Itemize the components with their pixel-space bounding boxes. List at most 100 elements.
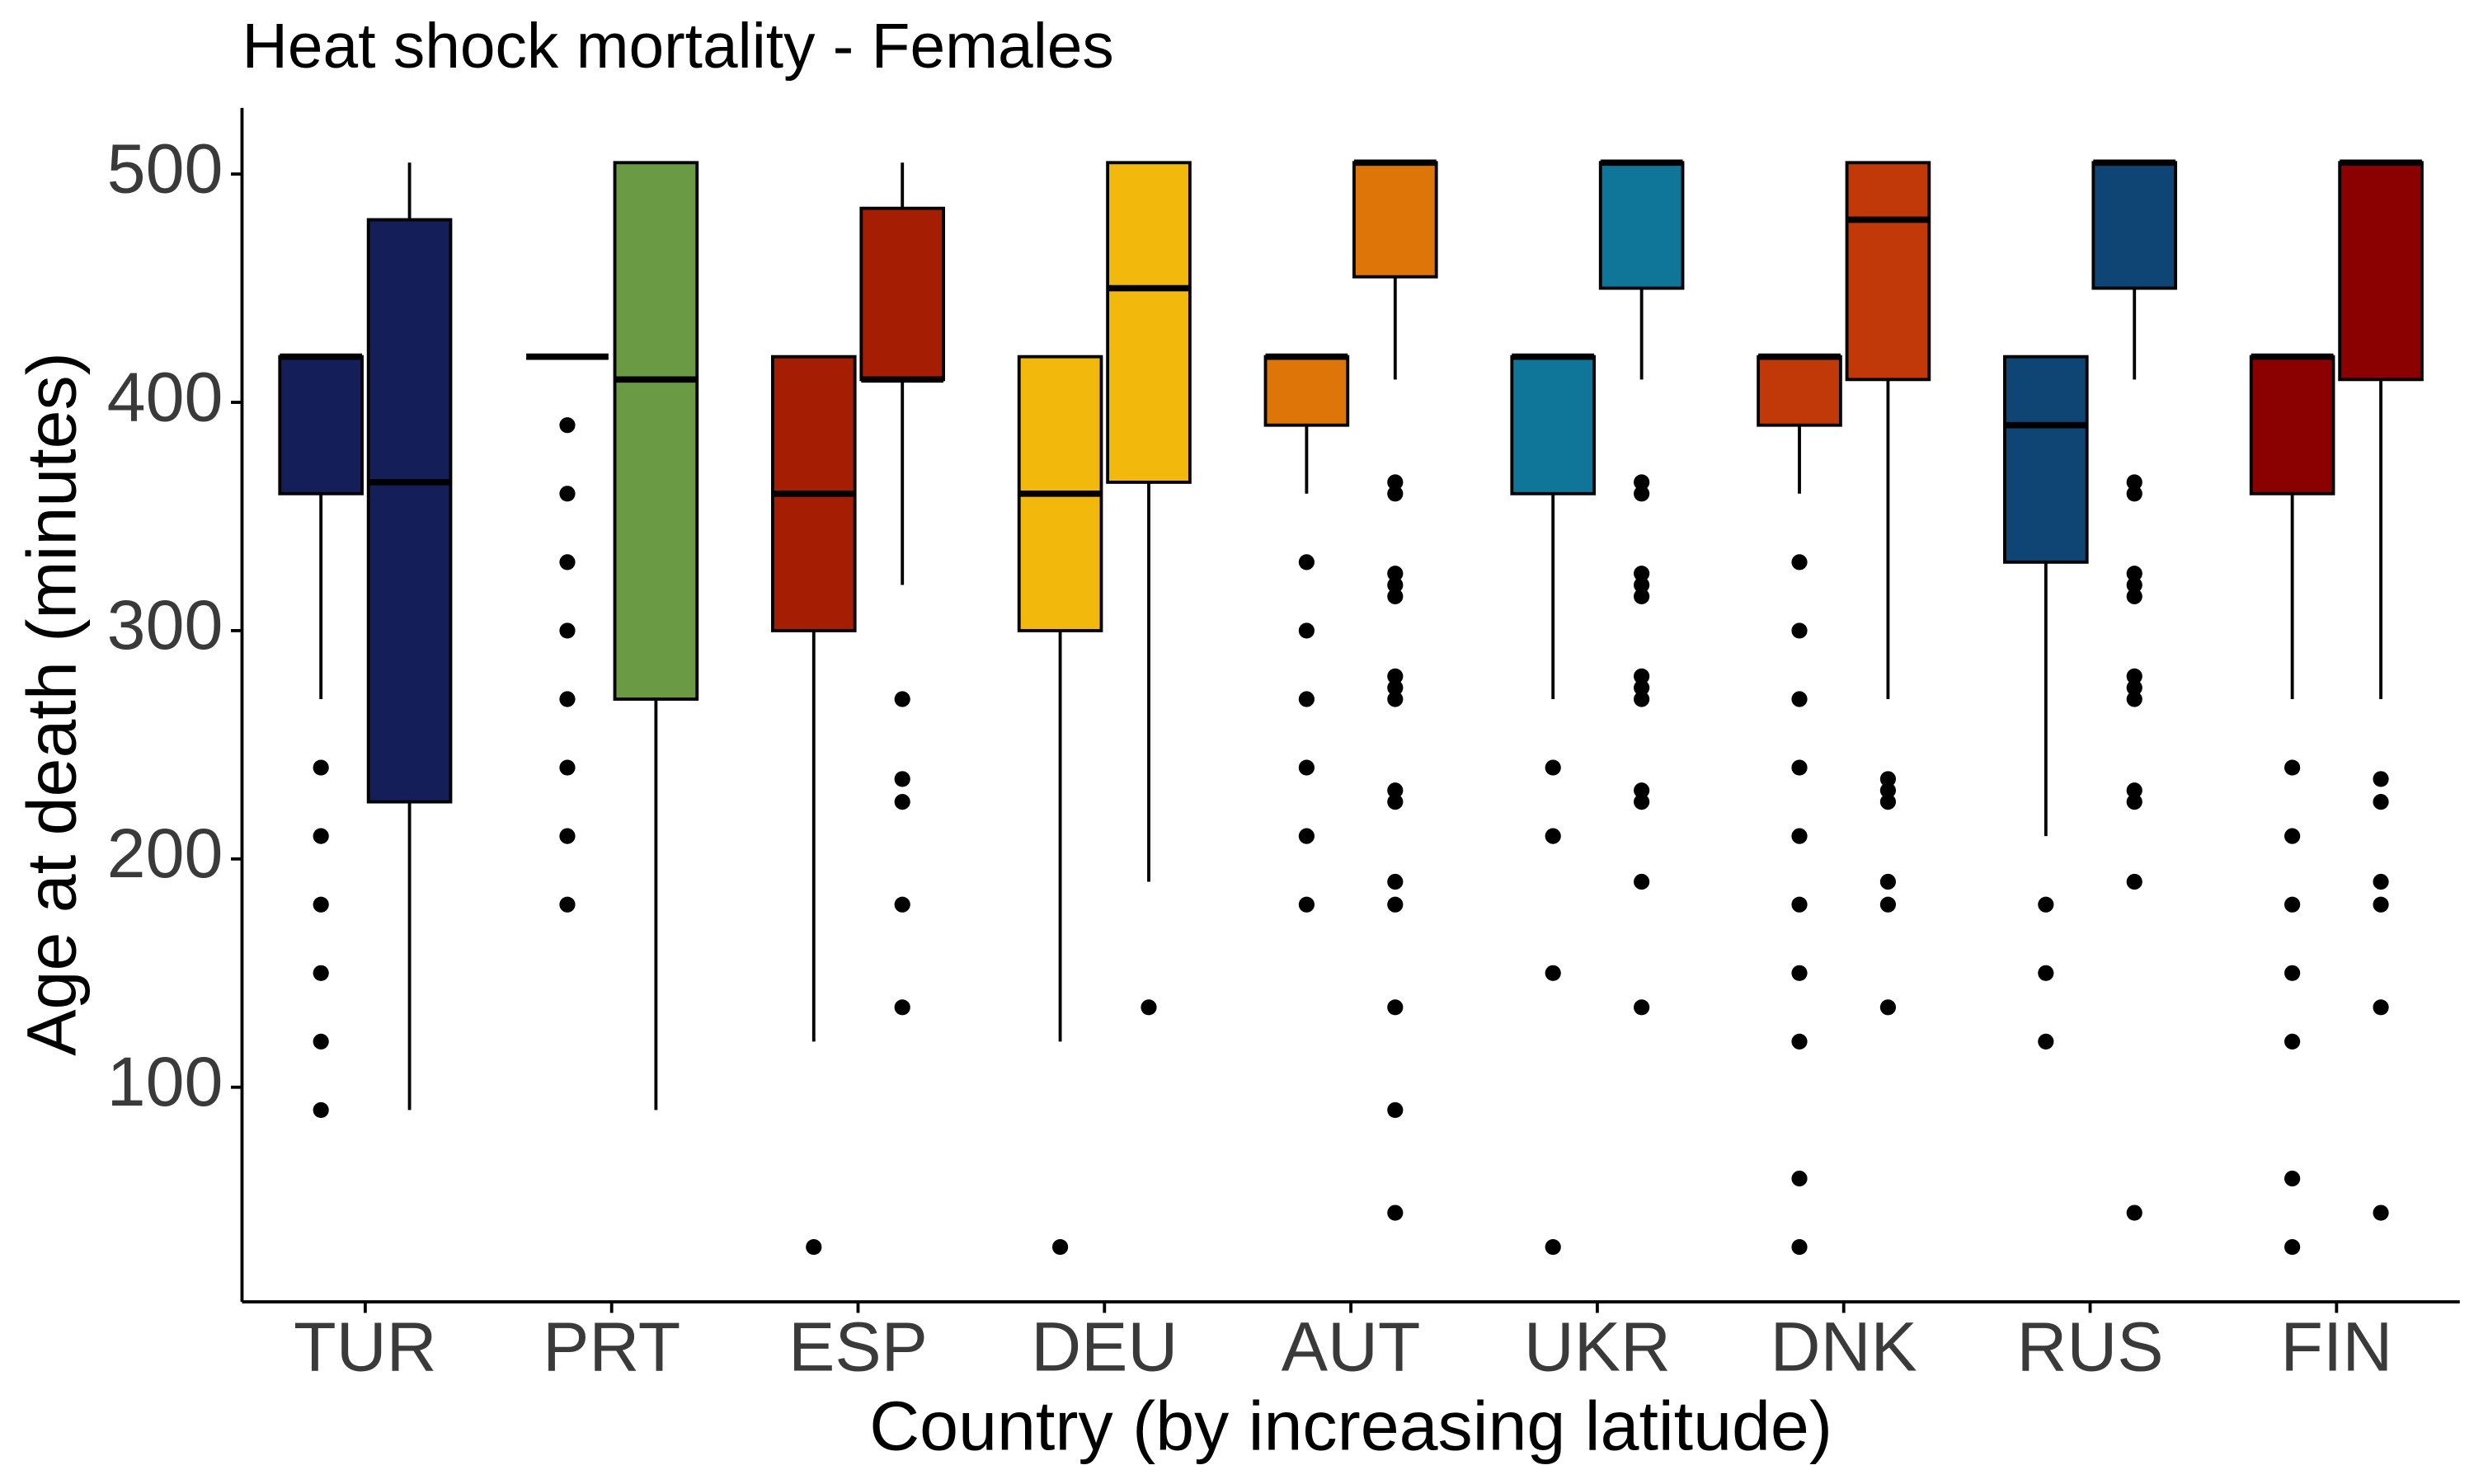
outlier [1298, 691, 1315, 707]
outlier [1791, 554, 1808, 571]
outlier [1387, 782, 1404, 799]
outlier [2284, 1033, 2301, 1050]
box [613, 161, 699, 701]
outlier [1141, 999, 1157, 1016]
outlier [806, 1238, 822, 1256]
outlier [1634, 691, 1650, 707]
outlier [313, 828, 329, 844]
y-tick-label: 400 [107, 358, 223, 435]
outlier [1387, 1205, 1404, 1221]
outlier [1634, 486, 1650, 502]
outlier [2373, 1205, 2389, 1221]
box [2091, 161, 2178, 290]
box [1263, 355, 1350, 427]
box [1845, 161, 1931, 382]
outlier [1879, 896, 1897, 913]
outlier [313, 1101, 329, 1119]
outlier [894, 794, 910, 810]
outlier [559, 622, 576, 639]
outlier [1791, 965, 1808, 981]
outlier [1634, 576, 1650, 594]
outlier [1634, 566, 1650, 582]
outlier [313, 965, 329, 981]
box [1352, 161, 1438, 279]
outlier [1298, 622, 1315, 639]
x-tick-label: RUS [2016, 1308, 2163, 1386]
outlier [559, 554, 576, 571]
outlier [1387, 576, 1404, 594]
outlier [2126, 668, 2142, 684]
y-axis-label: Age at death (minutes) [12, 352, 90, 1056]
outlier [2126, 679, 2142, 696]
outlier [2284, 1238, 2301, 1256]
outlier [1387, 691, 1404, 707]
chart-title: Heat shock mortality - Females [242, 12, 1113, 82]
outlier [1387, 474, 1404, 491]
outlier [1298, 554, 1315, 571]
outlier [1298, 828, 1315, 844]
outlier [1791, 759, 1808, 776]
outlier [1879, 782, 1897, 799]
outlier [1634, 474, 1650, 491]
outlier [559, 759, 576, 776]
outlier [559, 828, 576, 844]
outlier [1791, 896, 1808, 913]
outlier [1387, 668, 1404, 684]
outlier [2126, 782, 2142, 799]
box [278, 355, 364, 495]
outlier [313, 759, 329, 776]
outlier [894, 999, 910, 1016]
outlier [1545, 828, 1561, 844]
outlier [1387, 679, 1404, 696]
outlier [2284, 759, 2301, 776]
outlier [559, 691, 576, 707]
box [1106, 161, 1192, 484]
x-axis-label: Country (by increasing latitude) [869, 1388, 1832, 1465]
outlier [1545, 759, 1561, 776]
outlier [559, 896, 576, 913]
box [2003, 355, 2089, 564]
outlier [1791, 1033, 1808, 1050]
outlier [559, 417, 576, 434]
outlier [1791, 1238, 1808, 1256]
y-tick-label: 300 [107, 586, 223, 664]
x-tick-label: AUT [1282, 1308, 1421, 1386]
outlier [1387, 794, 1404, 810]
y-tick-label: 500 [107, 129, 223, 207]
outlier [2373, 794, 2389, 810]
box [366, 218, 453, 804]
outlier [1634, 668, 1650, 684]
outlier [1545, 1238, 1561, 1256]
outlier [1387, 896, 1404, 913]
x-tick-label: UKR [1524, 1308, 1671, 1386]
outlier [2284, 1170, 2301, 1187]
outlier [1634, 794, 1650, 810]
outlier [1387, 566, 1404, 582]
outlier [2126, 873, 2142, 890]
outlier [1387, 873, 1404, 890]
x-tick-label: TUR [294, 1308, 436, 1386]
outlier [2373, 771, 2389, 787]
outlier [1634, 782, 1650, 799]
box [2338, 161, 2424, 382]
outlier [2284, 896, 2301, 913]
outlier [1298, 896, 1315, 913]
outlier [2126, 588, 2142, 604]
outlier [2373, 999, 2389, 1016]
x-tick-label: FIN [2280, 1308, 2392, 1386]
x-tick-label: DEU [1031, 1308, 1178, 1386]
outlier [1634, 873, 1650, 890]
outlier [2126, 691, 2142, 707]
outlier [1791, 691, 1808, 707]
outlier [2038, 965, 2054, 981]
y-tick-label: 100 [107, 1043, 223, 1120]
outlier [2126, 1205, 2142, 1221]
outlier [313, 896, 329, 913]
outlier [1634, 588, 1650, 604]
box [1757, 355, 1842, 427]
x-tick-label: DNK [1771, 1308, 1917, 1386]
outlier [1879, 873, 1897, 890]
box [1510, 355, 1596, 495]
